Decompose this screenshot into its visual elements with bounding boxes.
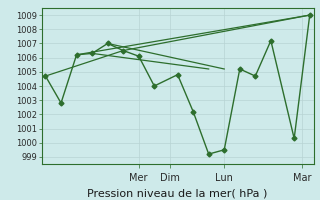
X-axis label: Pression niveau de la mer( hPa ): Pression niveau de la mer( hPa ) <box>87 189 268 199</box>
